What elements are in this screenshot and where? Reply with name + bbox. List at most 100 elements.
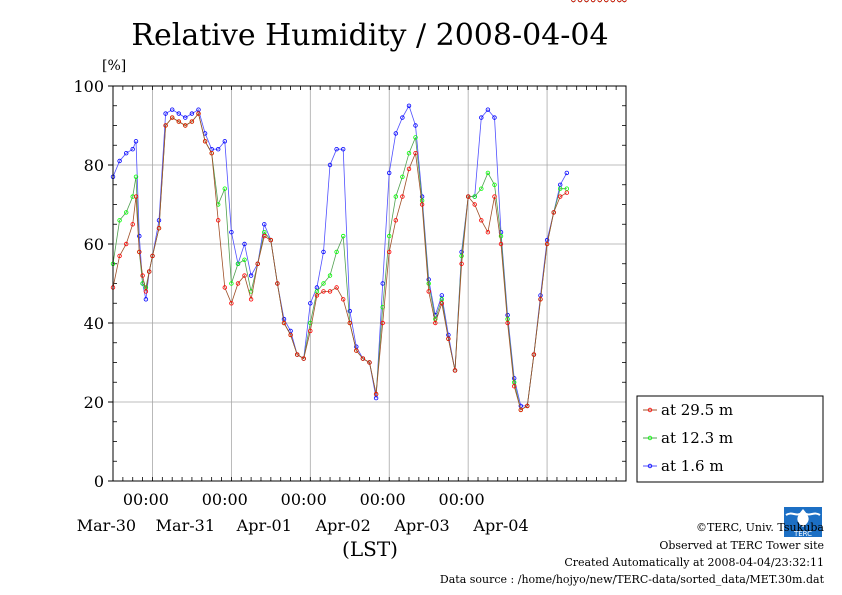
data-point	[215, 146, 221, 152]
data-point	[564, 170, 569, 176]
data-point	[301, 356, 306, 361]
data-point	[531, 352, 537, 357]
data-point	[242, 241, 247, 247]
data-point	[413, 123, 418, 128]
data-point	[551, 210, 556, 215]
data-point	[485, 170, 491, 176]
data-point	[133, 139, 139, 144]
y-tick-label: 20	[84, 393, 104, 412]
legend-label: at 12.3 m	[661, 429, 733, 447]
data-point	[446, 336, 451, 341]
logo-text: TERC	[793, 530, 812, 538]
x-time-tick-label: 00:00	[360, 490, 406, 509]
data-point	[512, 384, 517, 389]
data-point	[360, 356, 366, 361]
data-point	[341, 233, 346, 239]
x-date-tick-label: Apr-02	[315, 516, 371, 535]
data-point	[492, 194, 497, 199]
y-tick-label: 40	[84, 314, 104, 333]
y-axis-unit: [%]	[102, 58, 126, 74]
data-point	[584, 0, 589, 3]
data-point	[327, 289, 333, 294]
data-point	[387, 170, 392, 176]
data-point	[189, 111, 195, 116]
x-time-tick-label: 00:00	[281, 490, 327, 509]
credit-source: Data source : /home/hojyo/new/TERC-data/…	[439, 573, 824, 586]
data-point	[235, 281, 241, 286]
data-point	[387, 249, 392, 255]
legend-marker	[647, 407, 653, 413]
data-point	[479, 115, 484, 120]
data-point	[137, 233, 142, 239]
data-point	[413, 135, 418, 140]
plot-frame	[112, 85, 627, 482]
data-point	[133, 194, 139, 199]
series-line	[112, 112, 567, 411]
data-point	[334, 285, 339, 290]
data-point	[380, 320, 385, 326]
data-point	[222, 186, 227, 191]
data-point	[248, 273, 254, 278]
data-point	[373, 391, 379, 397]
y-tick-label: 0	[94, 472, 104, 491]
data-point	[327, 273, 333, 278]
data-point	[222, 285, 227, 290]
data-point	[505, 320, 510, 326]
data-point	[544, 241, 550, 247]
data-point	[577, 0, 583, 3]
data-point	[393, 218, 398, 223]
data-point	[262, 233, 267, 239]
data-point	[327, 162, 333, 168]
x-time-tick-label: 00:00	[202, 490, 248, 509]
y-tick-labels: 0 20 40 60 80 100	[73, 77, 113, 491]
data-point	[387, 233, 392, 239]
data-point	[137, 249, 142, 255]
data-point	[558, 194, 563, 199]
data-point	[538, 297, 543, 302]
data-point	[622, 0, 627, 3]
data-point	[419, 202, 425, 207]
data-point	[176, 119, 181, 124]
credit-copyright: ©TERC, Univ. Tsukuba	[695, 521, 824, 534]
credit-created: Created Automatically at 2008-04-04/23:3…	[564, 556, 824, 569]
data-point	[268, 237, 273, 243]
data-point	[525, 403, 530, 409]
y-tick-label: 60	[84, 235, 104, 254]
data-point	[123, 241, 129, 247]
data-point	[485, 107, 491, 112]
data-point	[367, 360, 372, 365]
data-point	[472, 194, 477, 199]
data-point	[459, 261, 464, 266]
data-point	[617, 0, 622, 3]
legend-label: at 29.5 m	[661, 401, 733, 419]
data-point	[452, 368, 458, 373]
series-layer	[110, 0, 627, 413]
data-point	[373, 395, 379, 401]
x-date-tick-label: Apr-03	[394, 516, 450, 535]
data-point	[485, 229, 491, 235]
data-point	[590, 0, 596, 3]
data-point	[295, 352, 300, 357]
data-point	[597, 0, 602, 3]
series-0	[110, 0, 627, 413]
grid-lines	[112, 86, 627, 481]
data-point	[288, 332, 293, 338]
data-point	[406, 166, 412, 172]
data-point	[393, 194, 398, 199]
series-2	[110, 0, 627, 409]
data-point	[433, 320, 438, 326]
data-point	[275, 281, 280, 286]
data-point	[163, 123, 168, 128]
legend-marker	[647, 435, 653, 441]
data-point	[518, 407, 523, 413]
y-tick-label: 80	[84, 156, 104, 175]
data-point	[400, 194, 405, 199]
data-point	[143, 297, 149, 302]
data-point	[146, 269, 152, 274]
data-point	[492, 115, 497, 120]
data-point	[479, 186, 484, 191]
data-point	[130, 222, 135, 227]
data-point	[308, 328, 313, 334]
data-point	[215, 218, 221, 223]
